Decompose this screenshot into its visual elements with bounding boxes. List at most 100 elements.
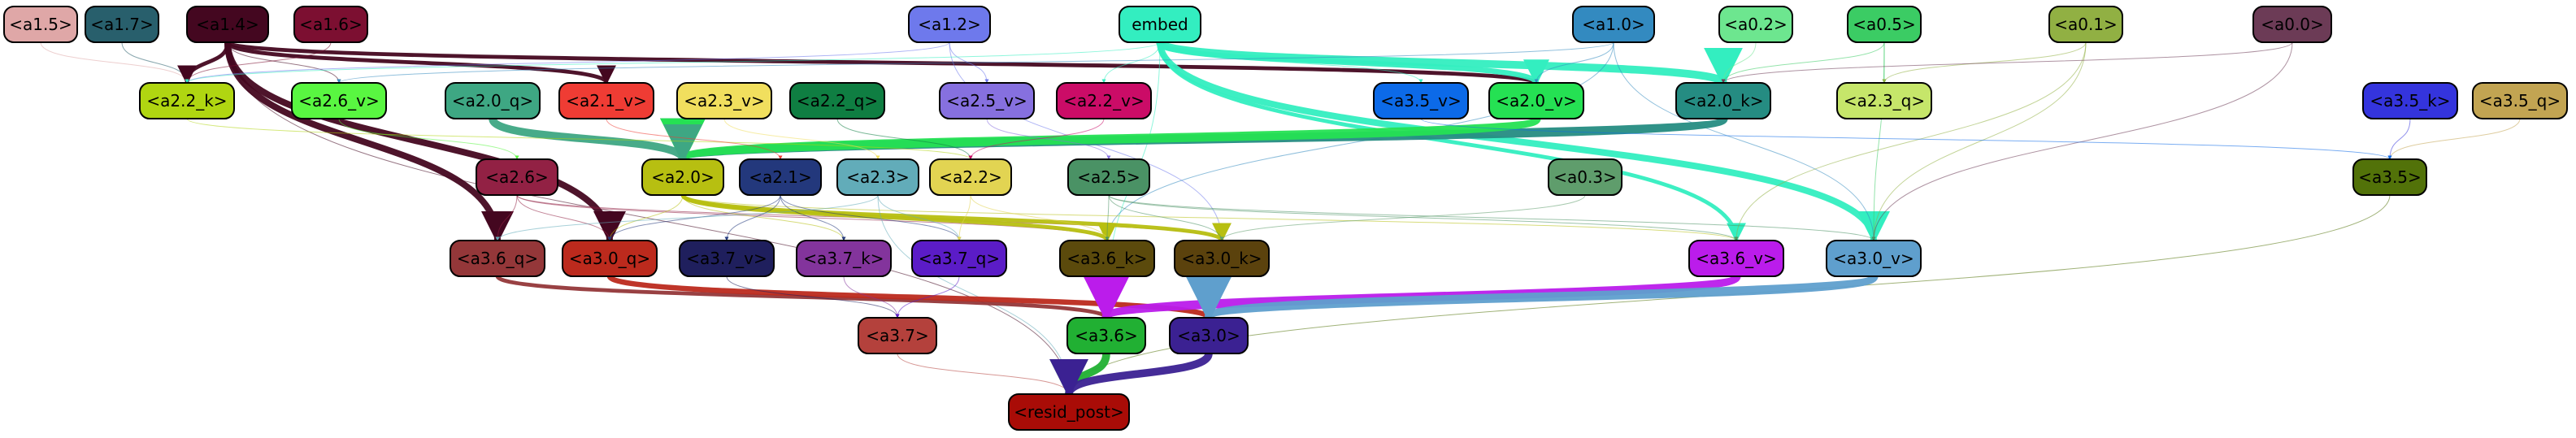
node-box[interactable] (562, 240, 658, 277)
node-a3-5-q[interactable]: <a3.5_q> (2472, 82, 2568, 119)
node-box[interactable] (1847, 6, 1922, 43)
node-box[interactable] (186, 6, 269, 43)
node-a0-1[interactable]: <a0.1> (2048, 6, 2123, 43)
node-a0-0[interactable]: <a0.0> (2252, 6, 2332, 43)
node-a0-3[interactable]: <a0.3> (1548, 158, 1622, 196)
node-a3-0-k[interactable]: <a3.0_k> (1174, 240, 1270, 277)
node-box[interactable] (1488, 82, 1584, 119)
node-label: <a3.0_k> (1181, 249, 1262, 268)
edge-a2-6-to-a3-0-q (516, 194, 612, 241)
node-box[interactable] (796, 240, 892, 277)
node-box[interactable] (929, 158, 1012, 196)
node-box[interactable] (1718, 6, 1793, 43)
node-a3-7-k[interactable]: <a3.7_k> (796, 240, 892, 277)
node-a1-2[interactable]: <a1.2> (908, 6, 991, 43)
node-box[interactable] (476, 158, 558, 196)
node-box[interactable] (1008, 393, 1130, 431)
node-box[interactable] (291, 82, 387, 119)
node-resid-post[interactable]: <resid_post> (1008, 393, 1130, 431)
node-a2-5-v[interactable]: <a2.5_v> (939, 82, 1035, 119)
node-box[interactable] (858, 317, 937, 354)
node-box[interactable] (1572, 6, 1655, 43)
node-a3-7[interactable]: <a3.7> (858, 317, 937, 354)
node-box[interactable] (1169, 317, 1249, 354)
node-a3-7-q[interactable]: <a3.7_q> (911, 240, 1007, 277)
node-a2-0-v[interactable]: <a2.0_v> (1488, 82, 1584, 119)
node-box[interactable] (1056, 82, 1152, 119)
node-label: <a3.6> (1075, 326, 1138, 345)
node-box[interactable] (1174, 240, 1270, 277)
node-box[interactable] (2252, 6, 2332, 43)
node-a3-6-k[interactable]: <a3.6_k> (1059, 240, 1155, 277)
node-box[interactable] (676, 82, 772, 119)
node-a2-6-v[interactable]: <a2.6_v> (291, 82, 387, 119)
node-box[interactable] (1119, 6, 1201, 43)
node-box[interactable] (293, 6, 368, 43)
node-a2-3-v[interactable]: <a2.3_v> (676, 82, 772, 119)
node-box[interactable] (1836, 82, 1932, 119)
node-a2-2-k[interactable]: <a2.2_k> (139, 82, 235, 119)
node-a0-5[interactable]: <a0.5> (1847, 6, 1922, 43)
node-a2-2-v[interactable]: <a2.2_v> (1056, 82, 1152, 119)
node-box[interactable] (139, 82, 235, 119)
node-a3-6-v[interactable]: <a3.6_v> (1688, 240, 1784, 277)
node-a1-5[interactable]: <a1.5> (3, 6, 78, 43)
node-box[interactable] (558, 82, 654, 119)
node-a3-0-v[interactable]: <a3.0_v> (1826, 240, 1922, 277)
node-box[interactable] (2048, 6, 2123, 43)
node-a3-7-v[interactable]: <a3.7_v> (679, 240, 775, 277)
node-box[interactable] (1373, 82, 1469, 119)
node-a1-6[interactable]: <a1.6> (293, 6, 368, 43)
node-a2-3-q[interactable]: <a2.3_q> (1836, 82, 1932, 119)
node-a1-7[interactable]: <a1.7> (85, 6, 159, 43)
node-box[interactable] (1066, 317, 1146, 354)
node-a3-5-k[interactable]: <a3.5_k> (2362, 82, 2458, 119)
node-a2-2-q[interactable]: <a2.2_q> (789, 82, 885, 119)
node-a0-2[interactable]: <a0.2> (1718, 6, 1793, 43)
node-box[interactable] (1675, 82, 1771, 119)
node-label: <a3.0_v> (1833, 249, 1914, 268)
node-a3-5[interactable]: <a3.5> (2352, 158, 2427, 196)
node-box[interactable] (450, 240, 545, 277)
node-box[interactable] (1688, 240, 1784, 277)
node-box[interactable] (3, 6, 78, 43)
node-box[interactable] (1059, 240, 1155, 277)
node-box[interactable] (2472, 82, 2568, 119)
node-a3-5-v[interactable]: <a3.5_v> (1373, 82, 1469, 119)
node-box[interactable] (1548, 158, 1622, 196)
node-box[interactable] (939, 82, 1035, 119)
node-box[interactable] (2362, 82, 2458, 119)
node-label: <a2.2> (939, 167, 1002, 187)
edge-a2-2-v-to-a2-2 (968, 118, 1105, 160)
node-a1-4[interactable]: <a1.4> (186, 6, 269, 43)
node-box[interactable] (2352, 158, 2427, 196)
node-box[interactable] (836, 158, 919, 196)
node-box[interactable] (1067, 158, 1150, 196)
node-a3-6-q[interactable]: <a3.6_q> (450, 240, 545, 277)
node-a2-0-k[interactable]: <a2.0_k> (1675, 82, 1771, 119)
node-box[interactable] (739, 158, 822, 196)
node-a3-6[interactable]: <a3.6> (1066, 317, 1146, 354)
node-a3-0-q[interactable]: <a3.0_q> (562, 240, 658, 277)
node-label: <a3.6_q> (457, 249, 538, 268)
node-a2-3[interactable]: <a2.3> (836, 158, 919, 196)
node-a3-0[interactable]: <a3.0> (1169, 317, 1249, 354)
node-box[interactable] (908, 6, 991, 43)
edge-a1-6-to-a2-2-k (185, 41, 332, 84)
node-a2-6[interactable]: <a2.6> (476, 158, 558, 196)
node-a2-1-v[interactable]: <a2.1_v> (558, 82, 654, 119)
node-box[interactable] (789, 82, 885, 119)
node-box[interactable] (1826, 240, 1922, 277)
node-box[interactable] (85, 6, 159, 43)
node-box[interactable] (641, 158, 724, 196)
node-a2-0-q[interactable]: <a2.0_q> (445, 82, 541, 119)
node-a2-2[interactable]: <a2.2> (929, 158, 1012, 196)
node-box[interactable] (445, 82, 541, 119)
node-a1-0[interactable]: <a1.0> (1572, 6, 1655, 43)
node-a2-5[interactable]: <a2.5> (1067, 158, 1150, 196)
node-a2-1[interactable]: <a2.1> (739, 158, 822, 196)
node-embed[interactable]: embed (1119, 6, 1201, 43)
node-a2-0[interactable]: <a2.0> (641, 158, 724, 196)
node-box[interactable] (911, 240, 1007, 277)
node-box[interactable] (679, 240, 775, 277)
